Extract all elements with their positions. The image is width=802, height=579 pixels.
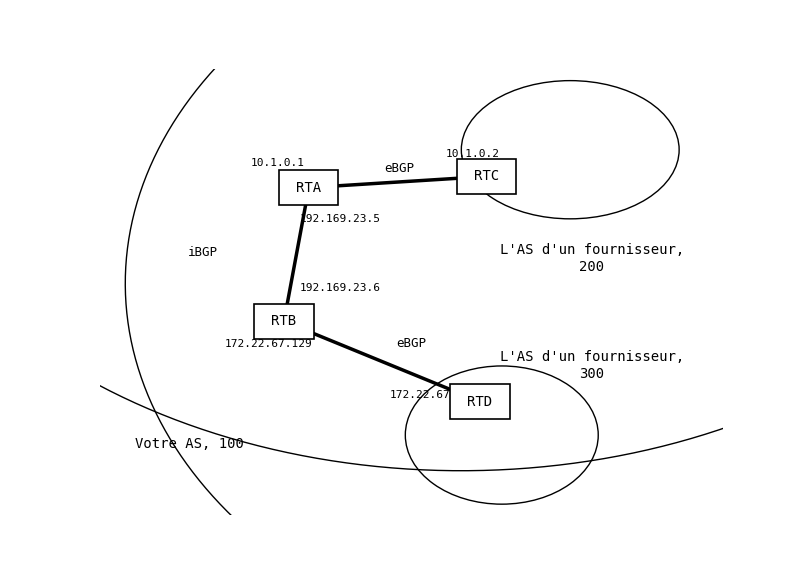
Text: RTB: RTB — [271, 314, 296, 328]
Text: eBGP: eBGP — [396, 337, 426, 350]
Text: RTD: RTD — [467, 395, 492, 409]
Text: 192.169.23.5: 192.169.23.5 — [299, 214, 380, 224]
Text: L'AS d'un fournisseur,
300: L'AS d'un fournisseur, 300 — [500, 350, 683, 380]
Text: 10.1.0.1: 10.1.0.1 — [250, 158, 304, 168]
Text: RTC: RTC — [473, 170, 498, 184]
Text: eBGP: eBGP — [383, 162, 414, 175]
Text: 172.22.67.130: 172.22.67.130 — [389, 390, 476, 400]
Text: 192.169.23.6: 192.169.23.6 — [299, 283, 380, 293]
Text: RTA: RTA — [296, 181, 321, 195]
Text: Votre AS, 100: Votre AS, 100 — [135, 437, 243, 450]
FancyBboxPatch shape — [456, 159, 515, 195]
Text: 172.22.67.129: 172.22.67.129 — [225, 339, 312, 349]
FancyBboxPatch shape — [450, 384, 509, 419]
Text: iBGP: iBGP — [188, 245, 218, 259]
FancyBboxPatch shape — [254, 303, 313, 339]
Text: 10.1.0.2: 10.1.0.2 — [445, 149, 499, 159]
FancyBboxPatch shape — [279, 170, 338, 206]
Text: L'AS d'un fournisseur,
200: L'AS d'un fournisseur, 200 — [500, 243, 683, 273]
